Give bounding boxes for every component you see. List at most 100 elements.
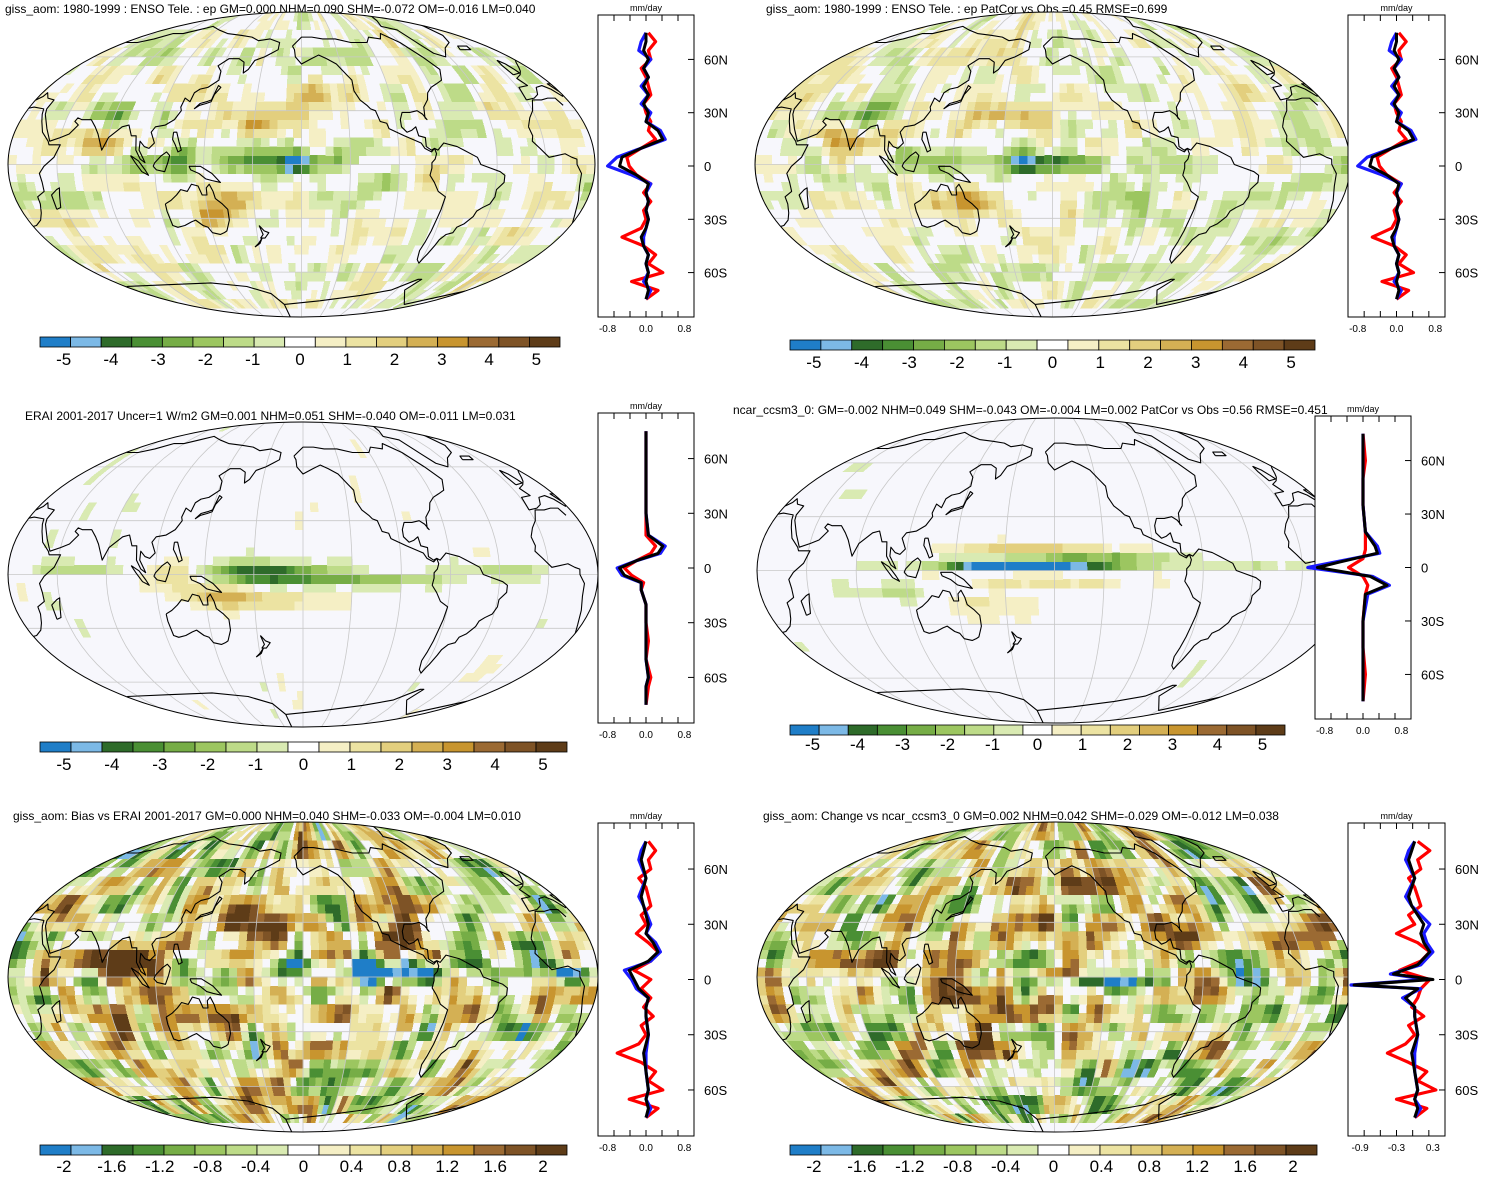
zonal-profile: mm/day 60N 30N 0 30S 60S -0.8 0.0 0.8 [1306, 404, 1445, 737]
profile-lat-label: 30N [704, 506, 728, 521]
colorbar-label: 2 [1288, 1157, 1297, 1176]
profile-lat-label: 60N [704, 862, 728, 877]
colorbar-label: 4 [490, 755, 499, 774]
colorbar-label: 0 [299, 1157, 308, 1176]
colorbar-label: 2 [538, 1157, 547, 1176]
panel-title: ERAI 2001-2017 Uncer=1 W/m2 GM=0.001 NHM… [25, 409, 516, 423]
colorbar-label: 0.8 [1137, 1157, 1161, 1176]
zonal-profile: mm/day 60N 30N 0 30S 60S -0.8 0.0 0.8 [1347, 3, 1479, 335]
profile-lat-label: 60S [1455, 1083, 1478, 1098]
heatmap-cells [8, 822, 598, 1124]
profile-series-line [1352, 840, 1435, 1119]
profile-x-label: 0.0 [639, 730, 653, 741]
coastlines [25, 425, 586, 727]
colorbar-label: 3 [442, 755, 451, 774]
coastlines [25, 15, 583, 317]
colorbar-label: -1 [985, 735, 1000, 754]
colorbar-label: -2 [200, 755, 215, 774]
profile-series-line [1315, 433, 1389, 702]
profile-x-label: -0.8 [599, 1143, 617, 1154]
colorbar-label: -4 [104, 755, 119, 774]
colorbar-swatch [1192, 1144, 1225, 1156]
profile-unit: mm/day [1347, 404, 1380, 414]
colorbar-label: 1 [1095, 353, 1104, 372]
profile-series-line [618, 431, 665, 705]
colorbar-label: 4 [1213, 735, 1222, 754]
profile-lat-label: 60N [1421, 454, 1445, 469]
profile-series-line [620, 31, 665, 301]
colorbar-label: 0.4 [1090, 1157, 1114, 1176]
coastlines [25, 825, 586, 1132]
profile-unit: mm/day [1380, 811, 1413, 821]
profile-lat-label: 30S [1455, 1028, 1478, 1043]
colorbar-label: 0 [1049, 1157, 1058, 1176]
colorbar-label: 5 [538, 755, 547, 774]
colorbar: -5 -4 -3 -2 -1 0 1 2 3 4 5 [789, 724, 1286, 754]
colorbar-label: 1 [343, 350, 352, 369]
zonal-profile: mm/day 60N 30N 0 30S 60S -0.8 0.0 0.8 [597, 401, 728, 741]
profile-lat-label: 60S [704, 266, 727, 281]
colorbar-label: -4 [103, 350, 118, 369]
colorbar-swatch [975, 1144, 1008, 1156]
colorbar-label: 3 [1168, 735, 1177, 754]
profile-lat-label: 60N [704, 452, 728, 467]
colorbar-label: 4 [484, 350, 493, 369]
profile-x-label: 0.8 [677, 324, 691, 335]
coastlines [774, 825, 1339, 1132]
colorbar-label: -1.6 [97, 1157, 126, 1176]
colorbar-swatch [820, 1144, 853, 1156]
colorbar-label: -4 [850, 735, 865, 754]
heatmap-cells [793, 462, 1312, 688]
panel-title: ncar_ccsm3_0: GM=-0.002 NHM=0.049 SHM=-0… [733, 403, 1328, 417]
profile-lat-label: 30S [704, 212, 727, 227]
colorbar: -2 -1.6 -1.2 -0.8 -0.4 0 0.4 0.8 1.2 1.6 2 [39, 1144, 568, 1176]
colorbar-swatch [1068, 1144, 1101, 1156]
colorbar-label: 1 [1078, 735, 1087, 754]
colorbar-label: 5 [1258, 735, 1267, 754]
colorbar-label: 5 [1286, 353, 1295, 372]
colorbar-label: 2 [1143, 353, 1152, 372]
profile-lat-label: 0 [1455, 159, 1462, 174]
profile-lat-label: 30S [1455, 212, 1478, 227]
profile-lat-label: 30N [704, 106, 728, 121]
map [8, 422, 598, 727]
colorbar-label: -1.2 [895, 1157, 924, 1176]
profile-lat-label: 60S [704, 1083, 727, 1098]
colorbar-label: -2 [949, 353, 964, 372]
profile-unit: mm/day [630, 3, 663, 13]
colorbar: -2 -1.6 -1.2 -0.8 -0.4 0 0.4 0.8 1.2 1.6 2 [789, 1144, 1318, 1176]
profile-x-label: -0.8 [599, 730, 617, 741]
colorbar-label: -1.2 [145, 1157, 174, 1176]
zonal-profile: mm/day 60N 30N 0 30S 60S -0.9 -0.3 0.3 [1347, 811, 1479, 1154]
colorbar-swatch [882, 1144, 915, 1156]
colorbar-label: 1.2 [435, 1157, 459, 1176]
colorbar-label: 5 [532, 350, 541, 369]
colorbar: -5 -4 -3 -2 -1 0 1 2 3 4 5 [39, 741, 568, 774]
colorbar-swatch [851, 1144, 884, 1156]
profile-series-line [1368, 32, 1415, 300]
profile-lat-label: 60S [704, 670, 727, 685]
profile-x-label: -0.8 [1349, 324, 1367, 335]
colorbar-label: -3 [902, 353, 917, 372]
colorbar-label: -0.4 [241, 1157, 270, 1176]
map [757, 822, 1352, 1132]
colorbar-label: -3 [151, 350, 166, 369]
profile-unit: mm/day [1380, 3, 1413, 13]
colorbar-label: 1 [347, 755, 356, 774]
profile-lat-label: 60N [704, 52, 728, 67]
profile-x-label: 0.3 [1426, 1143, 1440, 1154]
profile-lat-label: 0 [1421, 561, 1428, 576]
coastlines [772, 15, 1337, 317]
panel-title: giss_aom: 1980-1999 : ENSO Tele. : ep GM… [5, 2, 536, 16]
colorbar-swatch [913, 1144, 946, 1156]
colorbar-label: -5 [805, 735, 820, 754]
profile-x-label: -0.3 [1388, 1143, 1406, 1154]
profile-lat-label: 60N [1455, 52, 1479, 67]
profile-unit: mm/day [630, 401, 663, 411]
colorbar-swatch [529, 336, 561, 348]
map [757, 418, 1352, 723]
